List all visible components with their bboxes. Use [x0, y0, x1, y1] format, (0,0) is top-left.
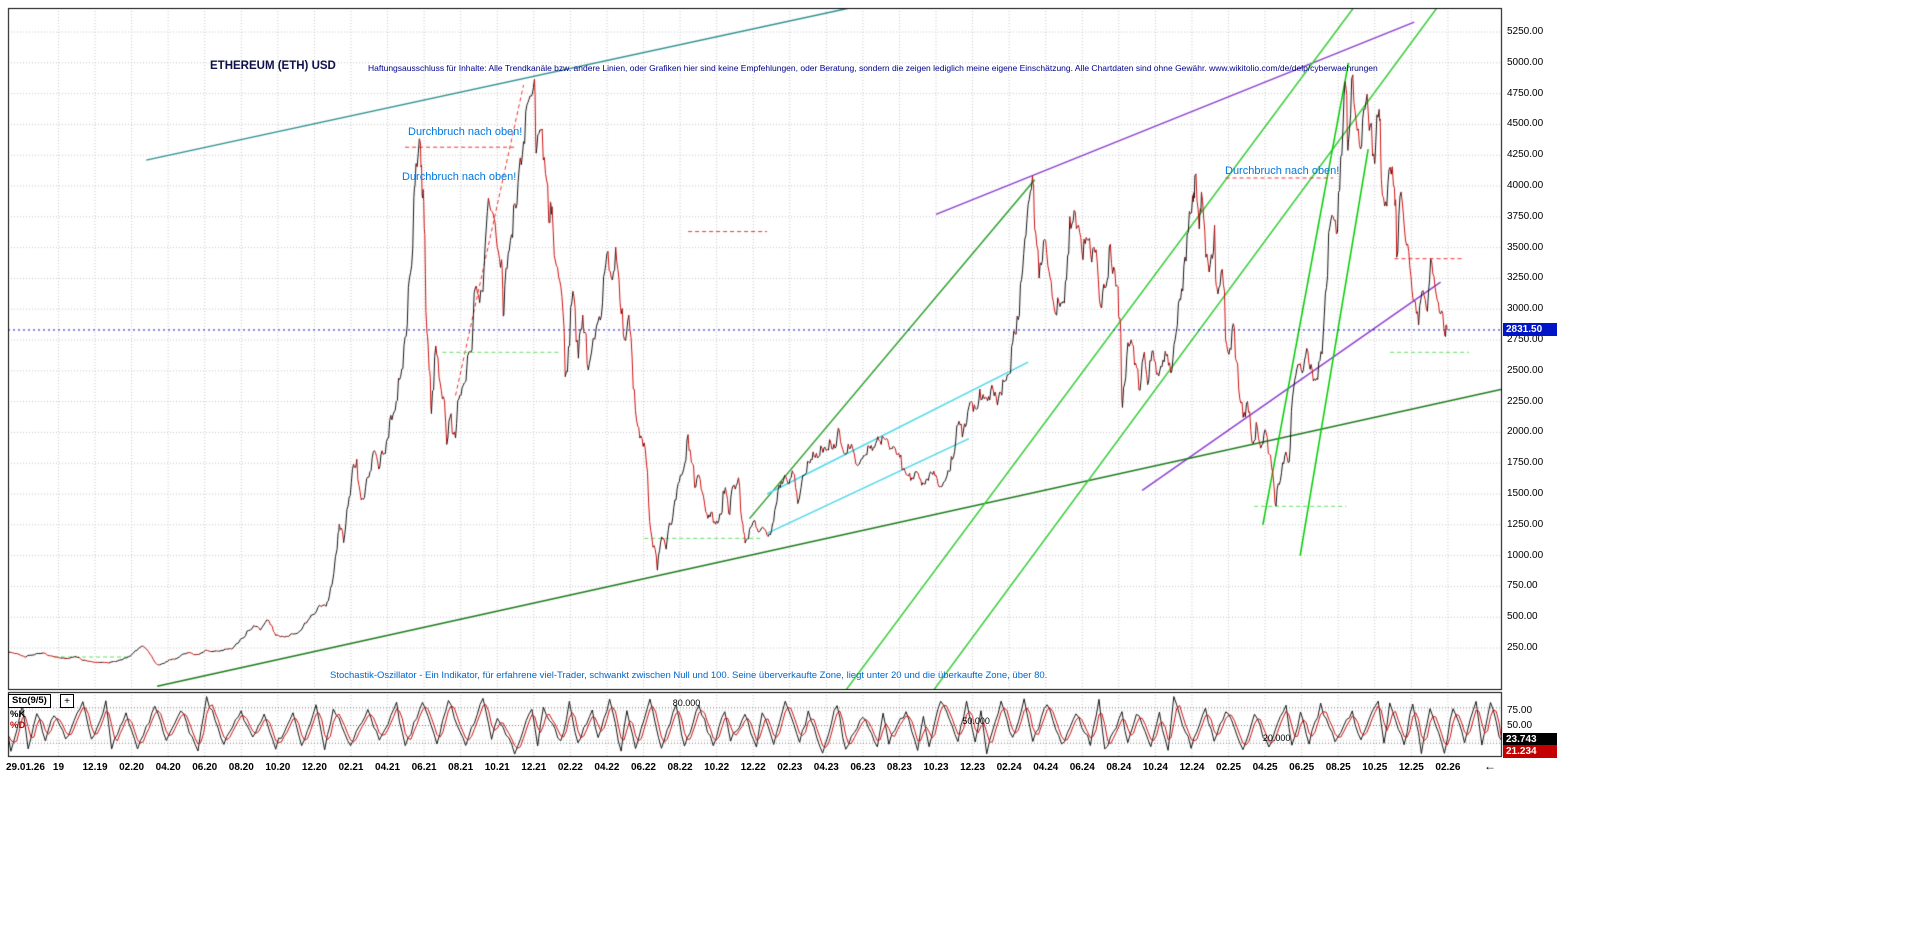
x-axis-label: 12.23 [960, 762, 986, 773]
stochastic-k-value-tag: 23.743 [1503, 733, 1557, 746]
y-axis-label: 2250.00 [1507, 395, 1544, 407]
x-axis-label: 06.22 [630, 762, 656, 773]
x-axis-label: 12.22 [740, 762, 766, 773]
x-axis-label: 08.24 [1106, 762, 1132, 773]
y-axis-label: 250.00 [1507, 642, 1538, 653]
x-axis-label: 04.25 [1252, 762, 1278, 773]
stochastic-k-label: %K [10, 709, 26, 720]
y-axis-label: 4750.00 [1507, 87, 1544, 99]
y-axis-label: 3000.00 [1507, 303, 1544, 315]
x-axis-label: 04.20 [155, 762, 181, 773]
y-axis-label: 4250.00 [1507, 149, 1544, 161]
x-axis-label: 02.25 [1216, 762, 1242, 773]
x-axis-label: 04.24 [1033, 762, 1059, 773]
x-axis-label: 02.23 [777, 762, 803, 773]
x-axis-label: 12.20 [301, 762, 327, 773]
x-axis-label: 06.21 [411, 762, 437, 773]
stochastic-d-label: %D [10, 720, 26, 731]
x-axis-label: 12.24 [1179, 762, 1205, 773]
scroll-left-arrow[interactable]: ← [1484, 759, 1496, 773]
y-axis-label: 2000.00 [1507, 426, 1544, 438]
y-axis-label: 750.00 [1507, 580, 1538, 592]
x-axis-label: 10.23 [923, 762, 949, 773]
oscillator-description: Stochastik-Oszillator - Ein Indikator, f… [330, 670, 1048, 681]
x-axis-label: 08.23 [886, 762, 912, 773]
y-axis-label: 2750.00 [1507, 334, 1544, 345]
x-axis-label: 06.25 [1289, 762, 1315, 773]
stochastic-d-value-tag: 21.234 [1503, 745, 1557, 758]
oscillator-level-label: 20.000 [1262, 733, 1291, 744]
x-axis-label: 02.20 [119, 762, 145, 773]
oscillator-scale-label: 75.00 [1507, 704, 1533, 716]
y-axis-label: 3500.00 [1507, 241, 1544, 253]
y-axis-label: 1500.00 [1507, 488, 1544, 499]
y-axis-label: 3750.00 [1507, 210, 1544, 222]
x-axis-label: 02.21 [338, 762, 364, 773]
x-axis-label: 04.21 [375, 762, 401, 773]
y-axis-label: 3250.00 [1507, 272, 1544, 284]
x-axis-label: 19 [52, 762, 65, 773]
y-axis-label: 5000.00 [1507, 56, 1544, 68]
x-axis-label: 08.20 [228, 762, 254, 773]
x-axis-label: 12.25 [1398, 762, 1424, 773]
y-axis-label: 2500.00 [1507, 364, 1544, 376]
x-axis-label: 02.22 [557, 762, 583, 773]
y-axis-label: 1750.00 [1507, 457, 1544, 469]
x-axis-label: 08.25 [1325, 762, 1351, 773]
y-axis-label: 4500.00 [1507, 118, 1544, 130]
x-axis-label: 12.21 [521, 762, 547, 773]
oscillator-scale-label: 50.00 [1507, 719, 1533, 731]
y-axis-label: 1250.00 [1507, 518, 1544, 530]
oscillator-name-label: Sto(9/5) [8, 694, 51, 708]
y-axis-label: 5250.00 [1507, 26, 1544, 37]
chart-title: ETHEREUM (ETH) USD [210, 60, 336, 72]
x-axis-label: 10.25 [1362, 762, 1388, 773]
chart-date-label: 29.01.26 [6, 762, 45, 773]
x-axis-label: 10.22 [704, 762, 730, 773]
x-axis-label: 02.24 [996, 762, 1022, 773]
x-axis-label: 06.20 [192, 762, 218, 773]
breakout-annotation: Durchbruch nach oben! [1225, 165, 1340, 177]
y-axis-label: 500.00 [1507, 611, 1538, 623]
oscillator-level-label: 80.000 [672, 697, 701, 708]
y-axis-label: 1000.00 [1507, 549, 1544, 561]
breakout-annotation: Durchbruch nach oben! [408, 126, 523, 138]
x-axis-label: 12.19 [82, 762, 108, 773]
x-axis-label: 02.26 [1435, 762, 1461, 773]
x-axis-label: 10.24 [1142, 762, 1168, 773]
x-axis-label: 04.22 [594, 762, 620, 773]
x-axis-label: 10.21 [484, 762, 510, 773]
x-axis-label: 08.21 [448, 762, 474, 773]
x-axis-label: 06.24 [1069, 762, 1095, 773]
breakout-annotation: Durchbruch nach oben! [402, 171, 517, 183]
x-axis-label: 04.23 [813, 762, 839, 773]
x-axis-label: 08.22 [667, 762, 693, 773]
current-price-tag: 2831.50 [1503, 322, 1557, 336]
y-axis-label: 4000.00 [1507, 180, 1544, 191]
x-axis-label: 06.23 [850, 762, 876, 773]
x-axis-label: 10.20 [265, 762, 291, 773]
oscillator-level-label: 50.000 [962, 715, 990, 726]
disclaimer-text: Haftungsausschluss für Inhalte: Alle Tre… [368, 63, 1378, 73]
oscillator-expand-button[interactable]: + [60, 694, 74, 708]
